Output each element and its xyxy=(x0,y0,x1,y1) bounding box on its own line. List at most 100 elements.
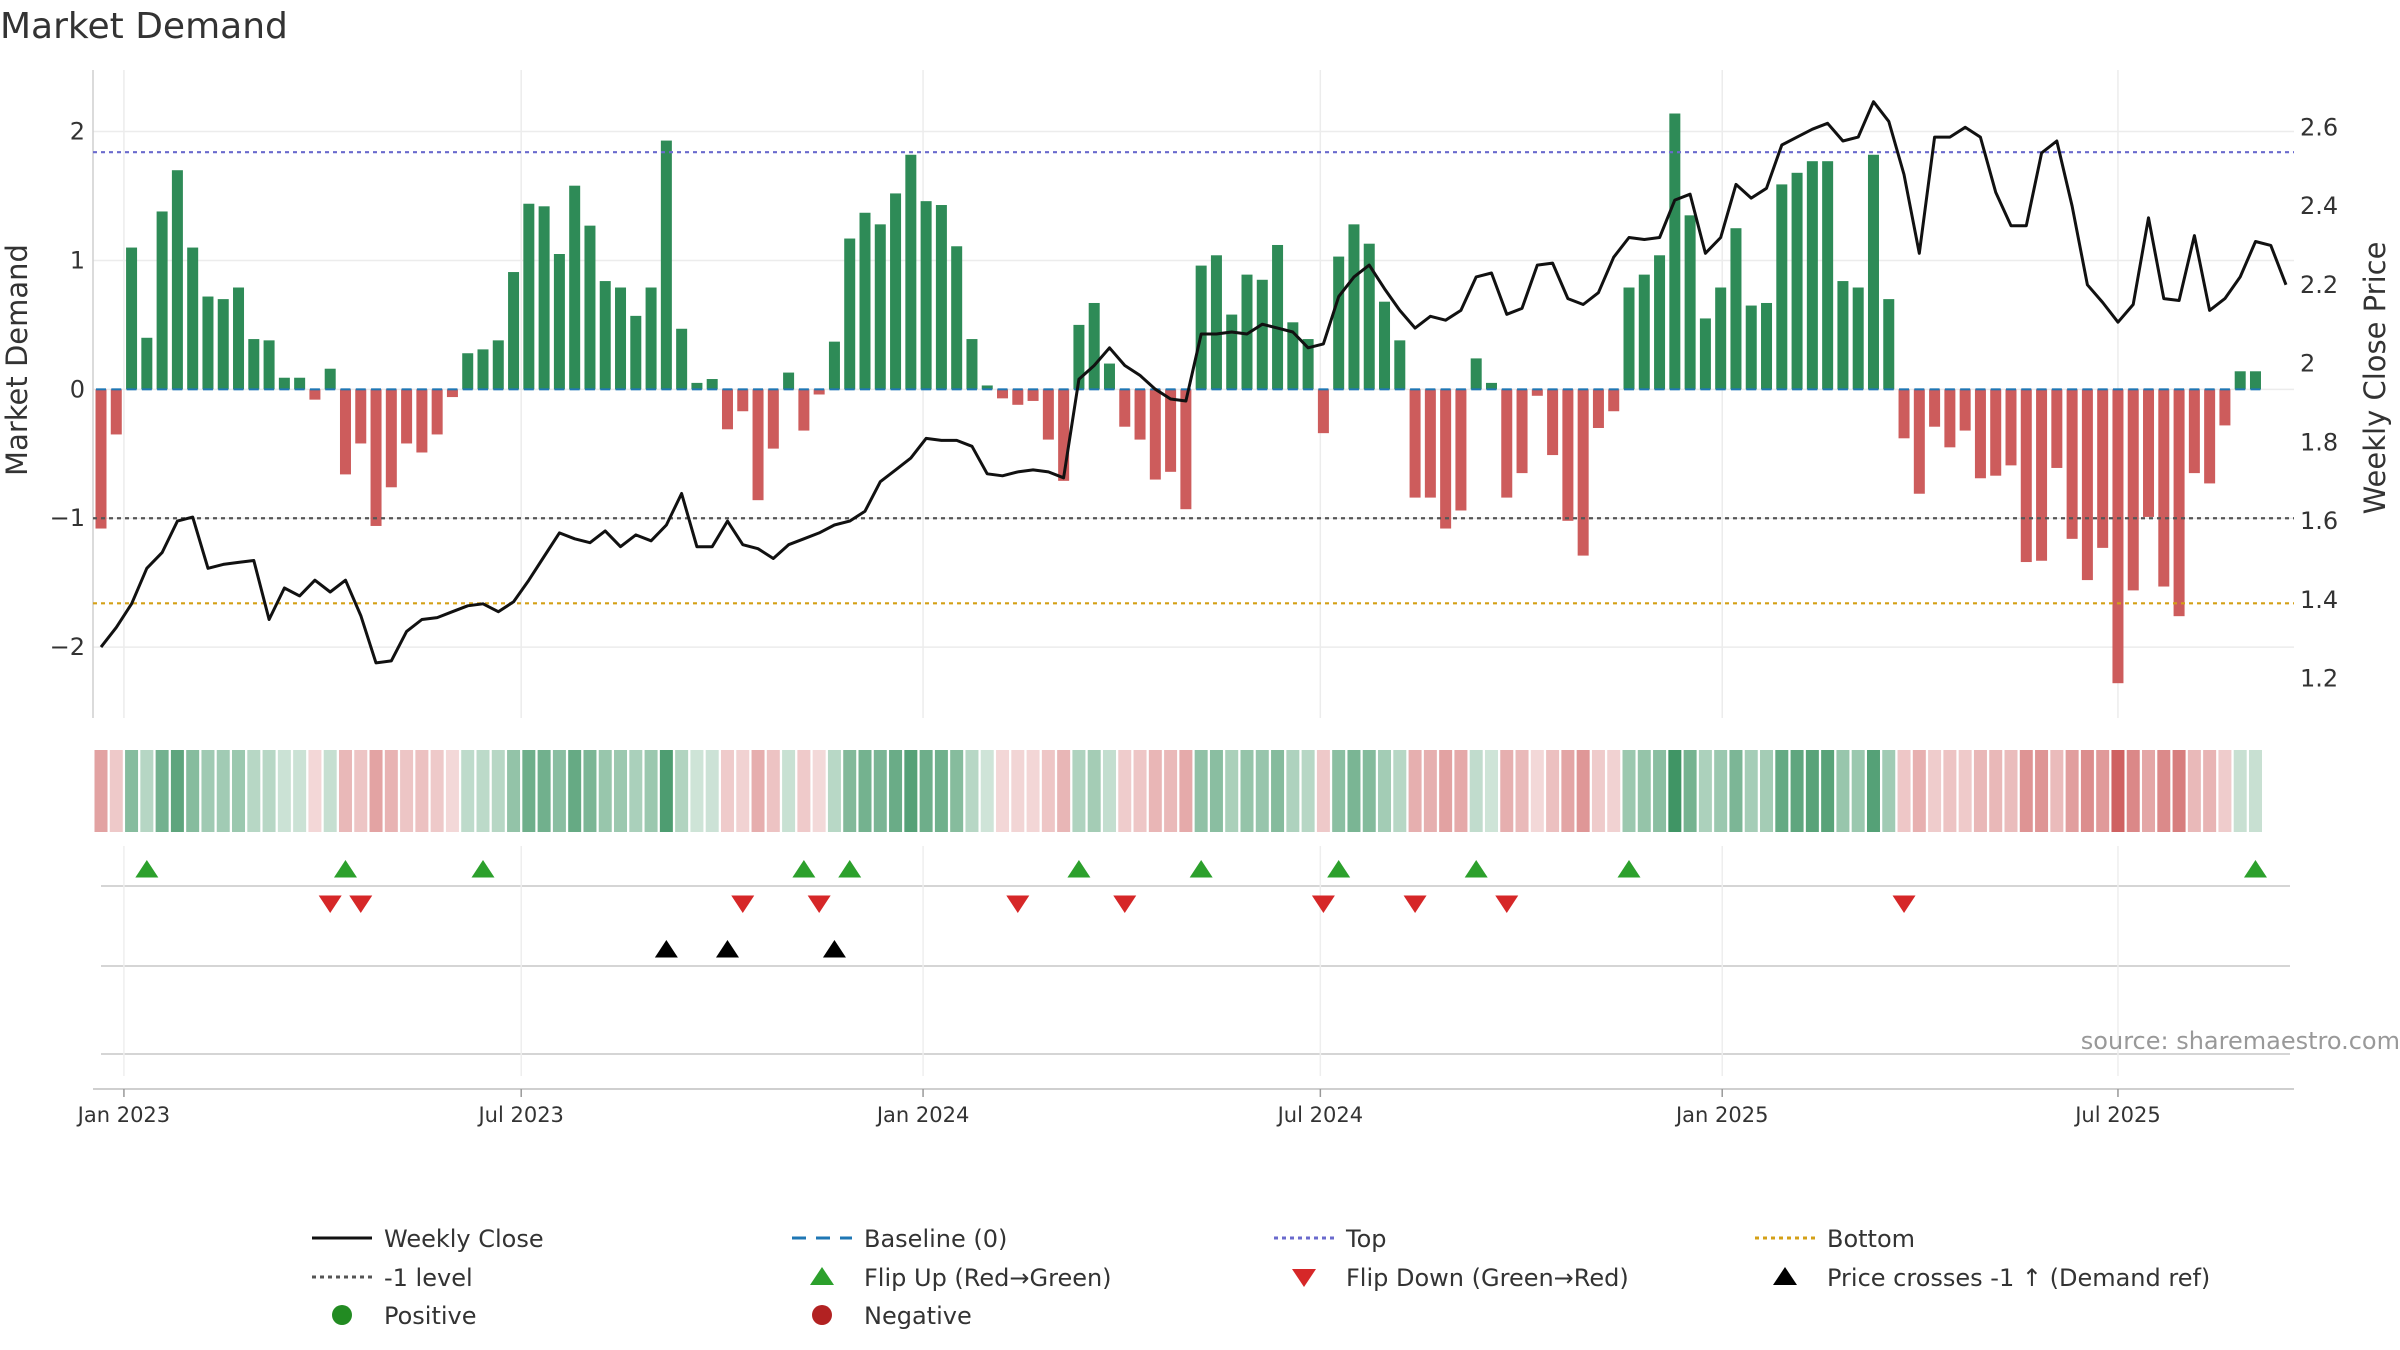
demand-bar-8 xyxy=(217,299,229,390)
demand-bar-66 xyxy=(1103,363,1115,390)
heat-cell-42 xyxy=(736,750,750,832)
x-tick-label-5: Jul 2025 xyxy=(2073,1103,2160,1127)
heat-cell-76 xyxy=(1255,750,1269,832)
heat-cell-44 xyxy=(766,750,780,832)
demand-bar-61 xyxy=(1027,389,1039,401)
heat-cell-140 xyxy=(2233,750,2247,832)
demand-bar-113 xyxy=(1822,161,1834,390)
demand-bar-104 xyxy=(1684,215,1696,390)
heat-cell-80 xyxy=(1316,750,1330,832)
demand-bar-134 xyxy=(2143,389,2155,517)
demand-bar-5 xyxy=(171,170,183,390)
demand-bar-62 xyxy=(1042,389,1054,440)
demand-bar-141 xyxy=(2249,371,2261,390)
demand-bar-115 xyxy=(1852,287,1864,390)
heat-cell-66 xyxy=(1102,750,1116,832)
demand-bar-133 xyxy=(2127,389,2139,591)
demand-bar-102 xyxy=(1654,255,1666,390)
right-tick-label-1: 2.4 xyxy=(2300,192,2338,220)
demand-bar-120 xyxy=(1929,389,1941,427)
heat-cell-116 xyxy=(1866,750,1880,832)
flip-down-marker-9 xyxy=(1892,895,1916,913)
heat-cell-69 xyxy=(1148,750,1162,832)
signal-marker-rows xyxy=(101,846,2290,1076)
heat-cell-133 xyxy=(2126,750,2140,832)
heat-cell-94 xyxy=(1530,750,1544,832)
right-axis-label: Weekly Close Price xyxy=(2358,242,2392,515)
demand-bar-7 xyxy=(202,296,214,390)
heat-cell-58 xyxy=(980,750,994,832)
heat-cell-107 xyxy=(1729,750,1743,832)
price-cross-marker-0 xyxy=(654,940,678,958)
legend-label-2: Top xyxy=(1345,1225,1387,1253)
heat-cell-20 xyxy=(400,750,414,832)
demand-bar-37 xyxy=(660,140,672,390)
demand-bar-95 xyxy=(1547,389,1559,456)
demand-bar-49 xyxy=(844,238,856,390)
demand-bar-128 xyxy=(2051,389,2063,468)
demand-bar-121 xyxy=(1944,389,1956,448)
heat-cell-10 xyxy=(247,750,261,832)
demand-bar-14 xyxy=(309,389,321,400)
heat-cell-56 xyxy=(950,750,964,832)
left-tick-label-1: 1 xyxy=(70,246,85,274)
flip-up-marker-7 xyxy=(1327,860,1351,878)
demand-bar-70 xyxy=(1165,389,1177,472)
demand-bar-139 xyxy=(2219,389,2231,426)
demand-bar-127 xyxy=(2036,389,2048,561)
x-tick-label-1: Jul 2023 xyxy=(476,1103,563,1127)
demand-bar-1 xyxy=(110,389,122,435)
demand-bar-92 xyxy=(1501,389,1513,498)
flip-up-marker-0 xyxy=(135,860,159,878)
legend-label-5: Flip Up (Red→Green) xyxy=(864,1264,1112,1292)
demand-bar-41 xyxy=(721,389,733,430)
demand-bar-60 xyxy=(1012,389,1024,405)
right-tick-label-7: 1.2 xyxy=(2300,665,2338,693)
heat-cell-89 xyxy=(1454,750,1468,832)
demand-bar-50 xyxy=(859,212,871,390)
flip-up-marker-10 xyxy=(2243,860,2267,878)
heat-cell-34 xyxy=(614,750,628,832)
heat-cell-26 xyxy=(491,750,505,832)
demand-bar-140 xyxy=(2234,371,2246,390)
demand-bar-137 xyxy=(2188,389,2200,474)
heat-cell-36 xyxy=(644,750,658,832)
demand-bar-71 xyxy=(1180,389,1192,510)
heat-cell-29 xyxy=(537,750,551,832)
heat-cell-123 xyxy=(1973,750,1987,832)
heat-cell-41 xyxy=(720,750,734,832)
demand-bar-109 xyxy=(1761,302,1773,390)
legend-label-4: -1 level xyxy=(384,1264,473,1292)
heat-cell-74 xyxy=(1225,750,1239,832)
heat-cell-117 xyxy=(1882,750,1896,832)
demand-bar-78 xyxy=(1287,322,1299,390)
flip-up-marker-6 xyxy=(1189,860,1213,878)
demand-bar-122 xyxy=(1959,389,1971,431)
demand-bar-117 xyxy=(1883,299,1895,390)
demand-bar-38 xyxy=(676,328,688,390)
demand-bar-87 xyxy=(1424,389,1436,498)
heat-cell-132 xyxy=(2111,750,2125,832)
heat-cell-77 xyxy=(1271,750,1285,832)
chart-title: Market Demand xyxy=(0,6,288,47)
x-axis: Jan 2023 Jul 2023 Jan 2024 Jul 2024 Jan 2025… xyxy=(76,1088,2294,1127)
right-tick-label-0: 2.6 xyxy=(2300,113,2338,141)
demand-bar-85 xyxy=(1394,340,1406,390)
flip-up-marker-9 xyxy=(1617,860,1641,878)
heat-cell-38 xyxy=(675,750,689,832)
heat-cell-59 xyxy=(996,750,1010,832)
heat-cell-130 xyxy=(2080,750,2094,832)
left-axis-label: Market Demand xyxy=(0,244,34,476)
heat-cell-79 xyxy=(1301,750,1315,832)
demand-bar-51 xyxy=(874,224,886,390)
heat-cell-55 xyxy=(934,750,948,832)
demand-bar-59 xyxy=(997,389,1009,399)
heat-cell-68 xyxy=(1133,750,1147,832)
heat-cell-46 xyxy=(797,750,811,832)
heat-cell-12 xyxy=(277,750,291,832)
demand-bar-16 xyxy=(339,389,351,475)
x-tick-label-0: Jan 2023 xyxy=(76,1103,171,1127)
demand-bar-69 xyxy=(1149,389,1161,480)
heat-cell-62 xyxy=(1041,750,1055,832)
demand-bar-27 xyxy=(508,272,520,390)
